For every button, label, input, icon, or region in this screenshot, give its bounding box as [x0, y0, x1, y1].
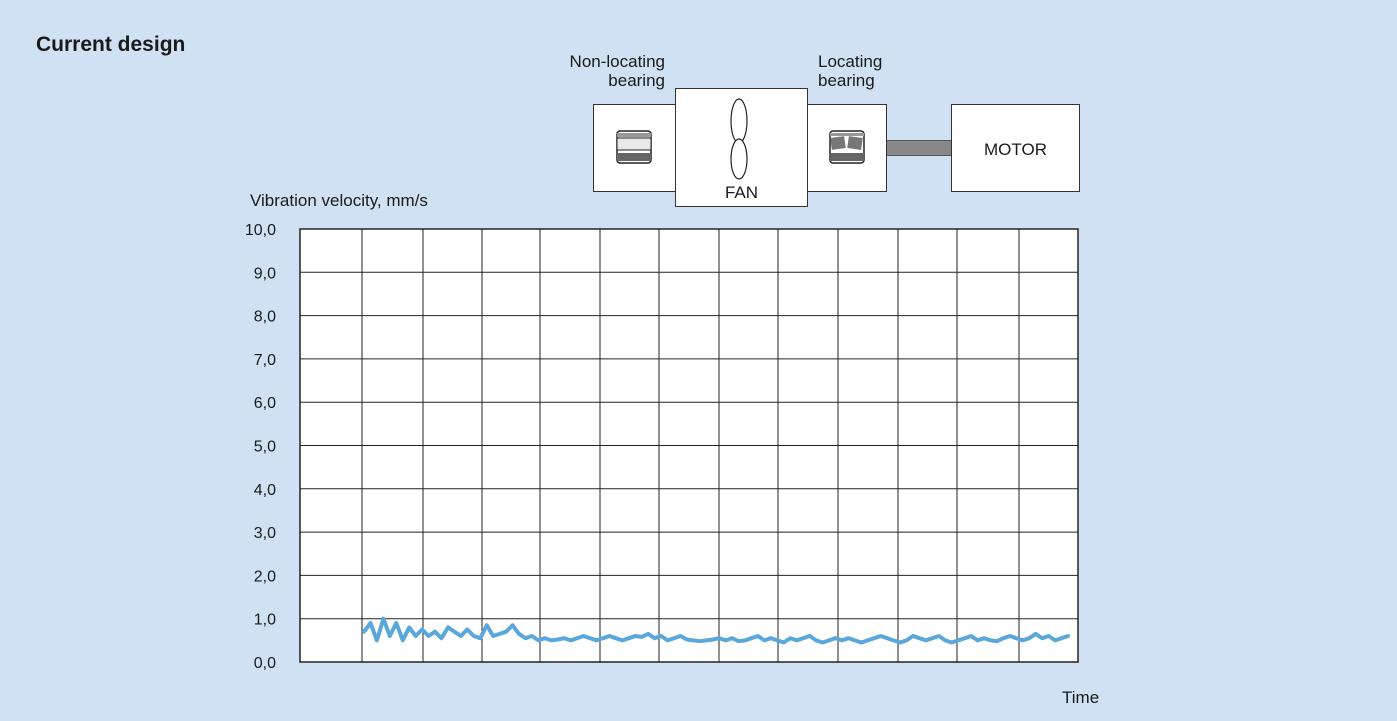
y-axis-label: Vibration velocity, mm/s — [250, 191, 428, 210]
motor-label: MOTOR — [984, 140, 1047, 159]
shaft — [887, 140, 951, 156]
fan-label: FAN — [724, 183, 759, 202]
locating-label-line1: Locating — [818, 52, 883, 71]
nonlocating-label-line2: bearing — [608, 71, 665, 90]
locating-bearing-label: Locating bearing — [818, 52, 882, 90]
y-tick-label: 4,0 — [254, 482, 276, 499]
page-title: Current design — [36, 33, 186, 56]
y-tick-label: 2,0 — [254, 568, 276, 585]
series-line — [362, 616, 1070, 645]
y-tick-label: 8,0 — [254, 309, 276, 326]
y-tick-label: 6,0 — [254, 395, 276, 412]
nonlocating-label-line1: Non-locating — [569, 52, 665, 71]
y-tick-label: 3,0 — [254, 525, 276, 542]
locating-bearing-box — [807, 104, 887, 192]
y-tick-label: 1,0 — [254, 612, 276, 629]
y-tick-label: 7,0 — [254, 352, 276, 369]
nonlocating-bearing-box — [593, 104, 676, 192]
y-tick-label: 5,0 — [254, 439, 276, 456]
nonlocating-bearing-label: Non-locating bearing — [520, 52, 665, 90]
y-tick-label: 10,0 — [245, 222, 276, 239]
y-tick-label: 0,0 — [254, 655, 276, 672]
y-tick-label: 9,0 — [254, 265, 276, 282]
nonlocating-bearing-icon — [616, 130, 652, 164]
motor-box: MOTOR — [951, 104, 1080, 192]
locating-bearing-icon — [829, 130, 865, 164]
locating-label-line2: bearing — [818, 71, 875, 90]
fan-icon — [730, 98, 748, 180]
x-axis-label: Time — [1062, 688, 1100, 707]
